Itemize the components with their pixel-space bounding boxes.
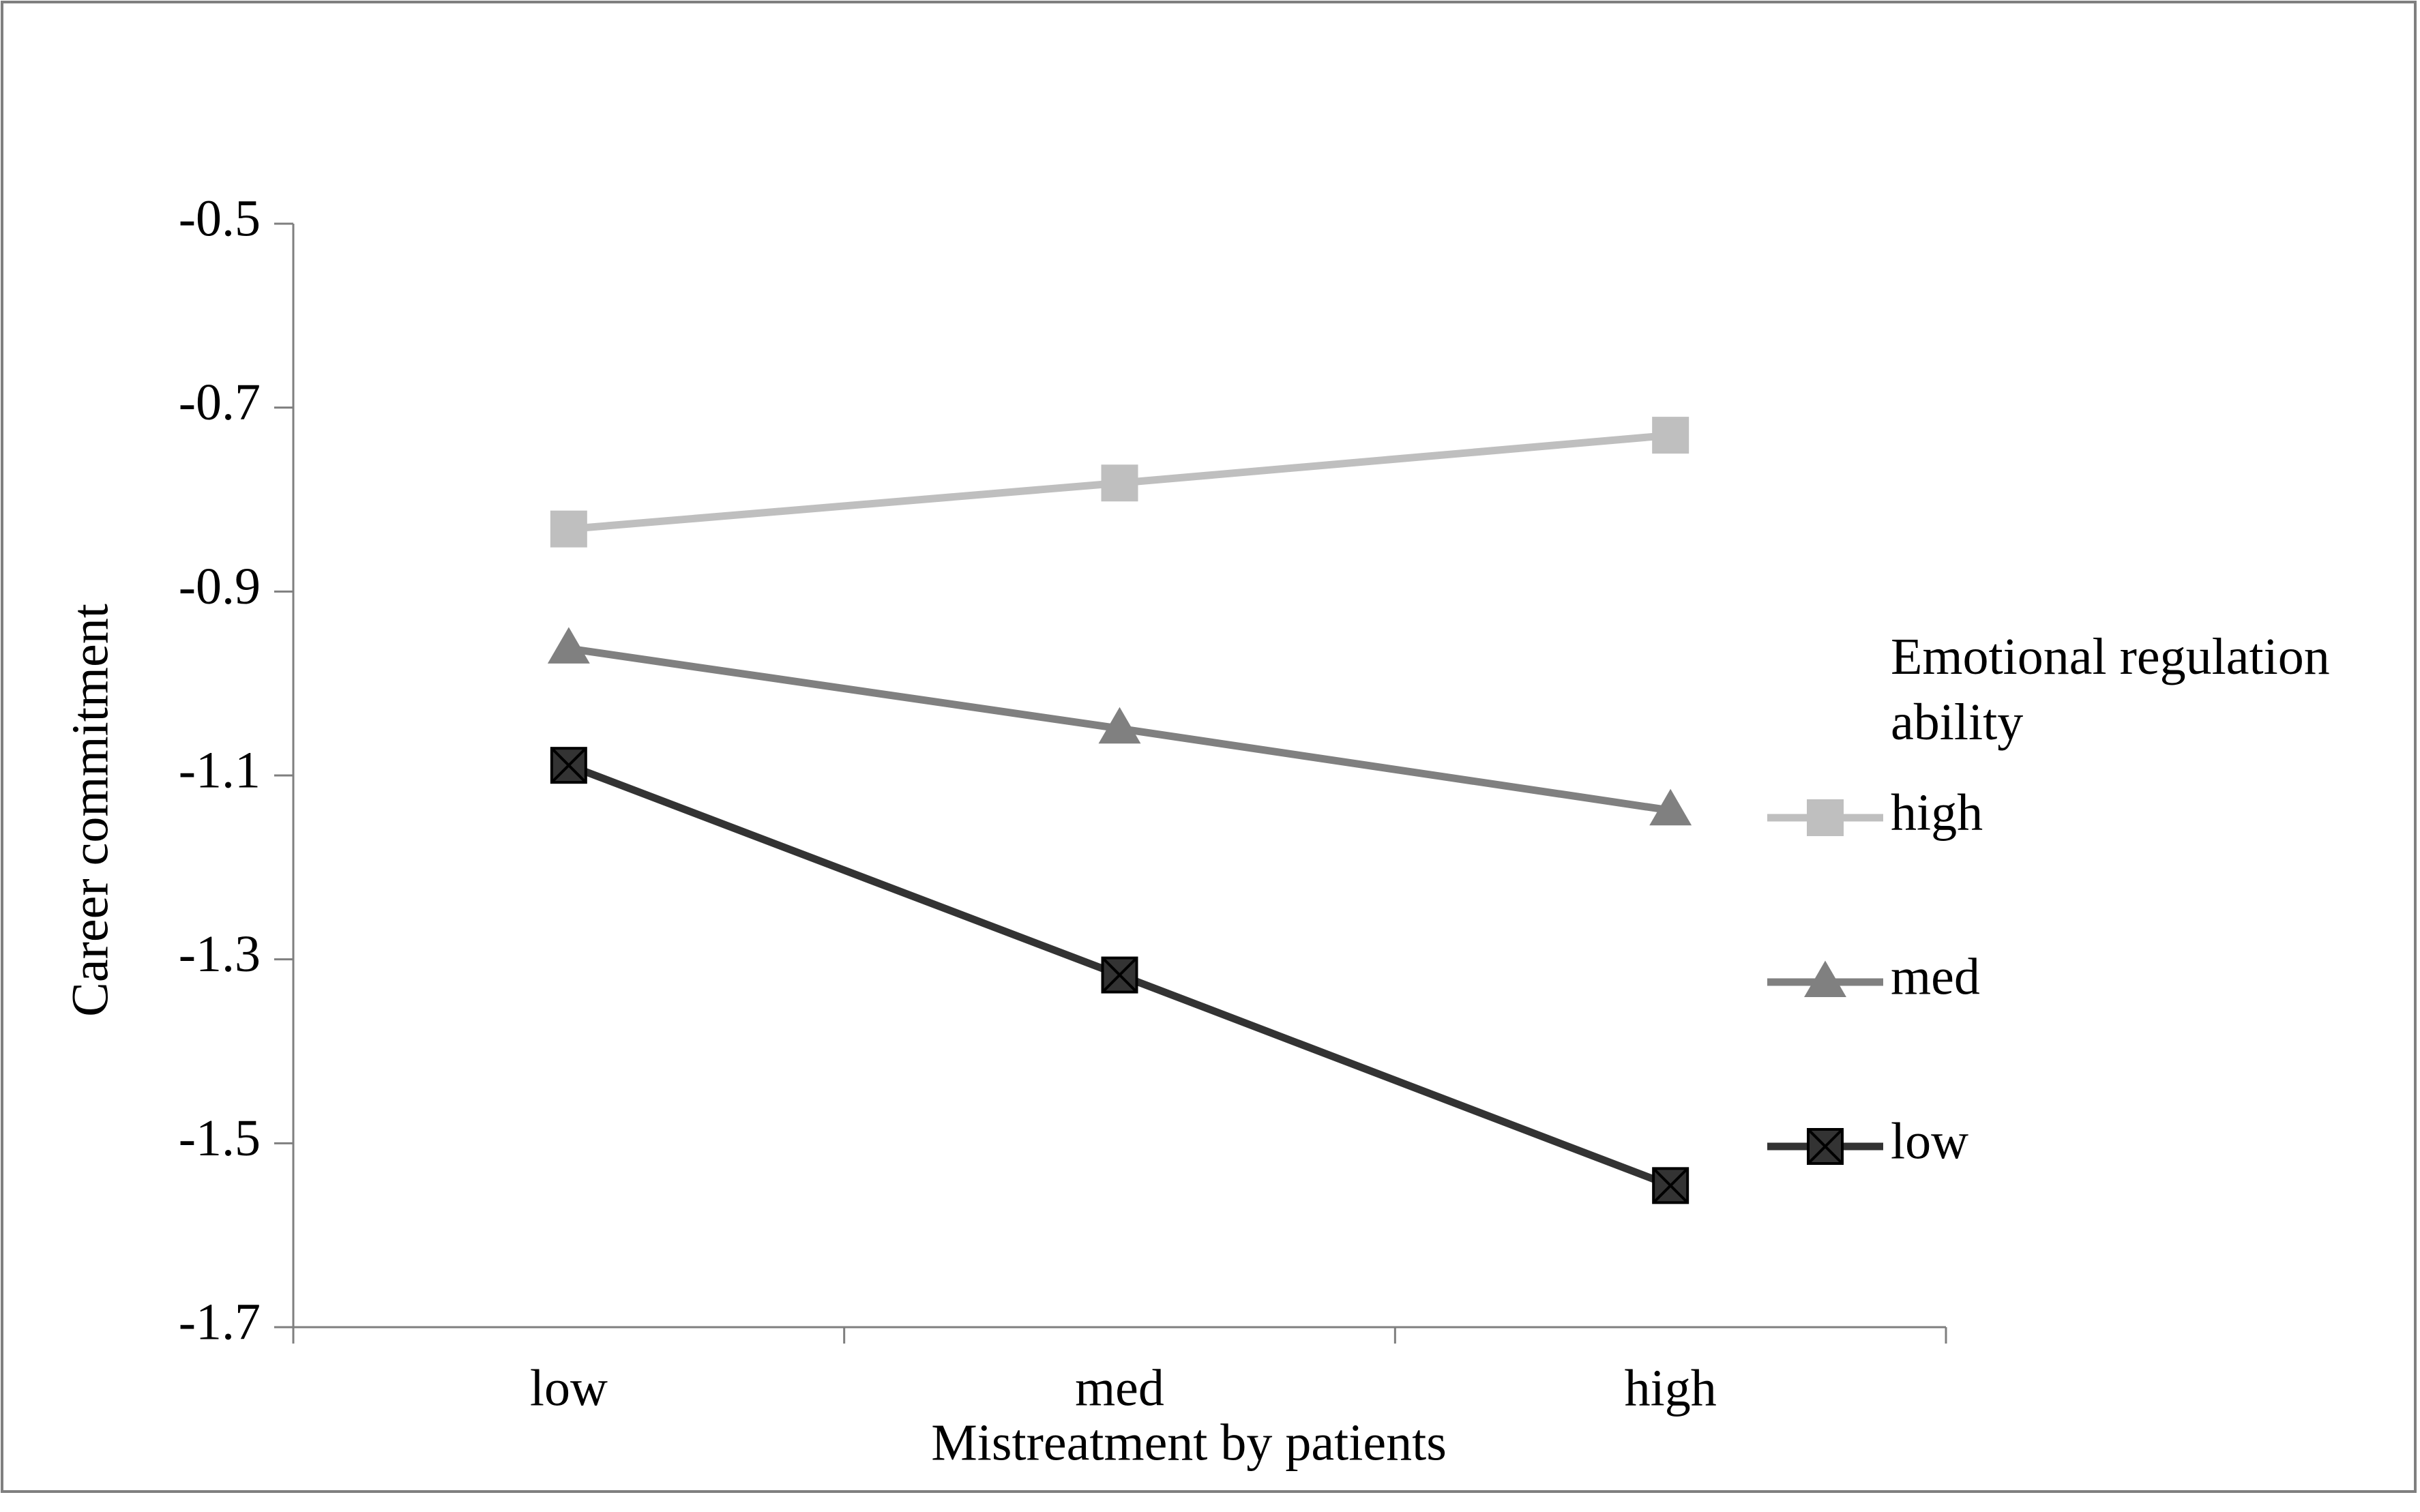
marker — [1101, 464, 1138, 502]
marker — [1101, 956, 1138, 994]
marker — [550, 510, 587, 548]
marker — [1652, 417, 1689, 454]
y-tick-label: -0.9 — [179, 558, 261, 615]
y-tick-label: -0.5 — [179, 190, 261, 247]
marker — [1649, 788, 1692, 826]
legend-marker — [1804, 960, 1846, 997]
x-tick-label: high — [1625, 1359, 1717, 1417]
x-axis-label: Mistreatment by patients — [931, 1414, 1447, 1471]
y-tick-label: -1.5 — [179, 1110, 261, 1167]
legend-label: med — [1891, 948, 1980, 1005]
x-tick-label: med — [1075, 1359, 1164, 1417]
legend-marker — [1807, 1128, 1844, 1165]
marker — [550, 747, 587, 784]
marker — [1098, 707, 1141, 744]
y-axis-label: Career commitment — [61, 604, 119, 1017]
legend-label: low — [1891, 1112, 1968, 1170]
y-tick-label: -1.7 — [179, 1293, 261, 1350]
y-tick-label: -1.1 — [179, 741, 261, 799]
y-tick-label: -0.7 — [179, 374, 261, 431]
marker — [1652, 1167, 1689, 1204]
x-tick-label: low — [530, 1359, 608, 1417]
legend-marker — [1807, 799, 1844, 836]
marker — [547, 627, 590, 664]
legend-label: high — [1891, 784, 1983, 841]
legend-title: Emotional regulation ability — [1891, 628, 2330, 751]
y-tick-label: -1.3 — [179, 925, 261, 983]
